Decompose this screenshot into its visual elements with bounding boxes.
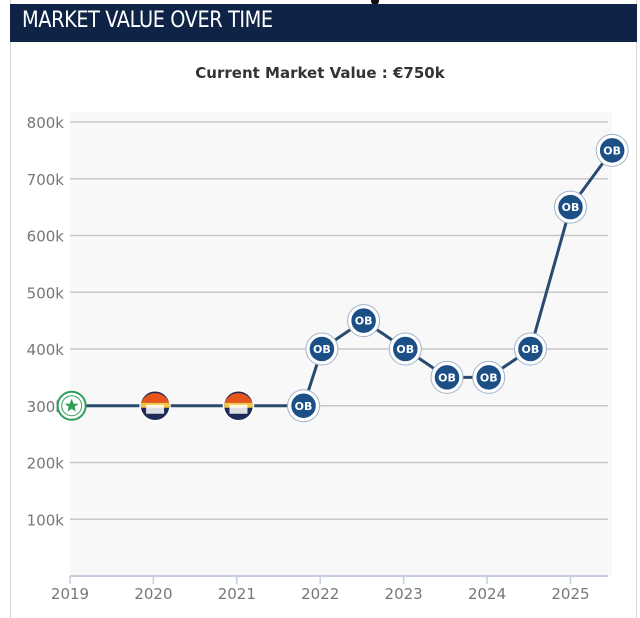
data-point[interactable]: OB: [287, 389, 321, 423]
ob-badge-label: OB: [355, 315, 373, 328]
data-point[interactable]: [222, 390, 255, 422]
data-point[interactable]: OB: [430, 360, 464, 394]
grid-lines: [70, 121, 608, 577]
ob-badge-label: OB: [313, 343, 331, 356]
section-title: MARKET VALUE OVER TIME: [22, 8, 273, 33]
data-point[interactable]: [139, 390, 171, 422]
x-tick-label: 2019: [51, 585, 89, 603]
y-tick-label: 800k: [27, 114, 65, 132]
ob-badge-label: OB: [438, 371, 456, 384]
ob-badge-label: OB: [396, 343, 414, 356]
data-points[interactable]: OB OB OB OB OB OB OB OB OB: [56, 133, 629, 423]
data-point[interactable]: OB: [472, 360, 506, 394]
ob-badge-label: OB: [603, 144, 621, 157]
data-point[interactable]: [56, 390, 87, 421]
ob-badge-label: OB: [295, 400, 313, 413]
section-header: MARKET VALUE OVER TIME: [10, 4, 637, 42]
x-tick-label: 2023: [385, 585, 423, 603]
y-tick-label: 500k: [27, 284, 65, 302]
data-point[interactable]: OB: [388, 332, 422, 366]
ob-badge-label: OB: [562, 201, 580, 214]
top-edge-mark: [371, 0, 379, 5]
x-tick-label: 2021: [218, 585, 256, 603]
y-tick-label: 200k: [27, 455, 65, 473]
y-tick-label: 300k: [27, 398, 65, 416]
y-tick-label: 400k: [27, 341, 65, 359]
x-axis-ticks: 2019 2020 2021 2022 2023 2024 2025: [51, 576, 590, 603]
y-tick-label: 600k: [27, 228, 65, 246]
current-market-value: Current Market Value : €750k: [195, 64, 445, 82]
data-point[interactable]: OB: [305, 332, 339, 366]
data-point[interactable]: OB: [595, 133, 629, 167]
data-point[interactable]: OB: [553, 190, 587, 224]
data-point[interactable]: OB: [347, 304, 381, 338]
data-point[interactable]: OB: [513, 332, 547, 366]
x-tick-label: 2020: [134, 585, 172, 603]
x-tick-label: 2022: [301, 585, 339, 603]
y-tick-label: 100k: [27, 511, 65, 529]
ob-badge-label: OB: [522, 343, 540, 356]
x-tick-label: 2024: [468, 585, 506, 603]
ob-badge-label: OB: [480, 371, 498, 384]
y-axis-ticks: 100k 200k 300k 400k 500k 600k 700k 800k: [27, 114, 65, 529]
y-tick-label: 700k: [27, 171, 65, 189]
x-tick-label: 2025: [551, 585, 589, 603]
